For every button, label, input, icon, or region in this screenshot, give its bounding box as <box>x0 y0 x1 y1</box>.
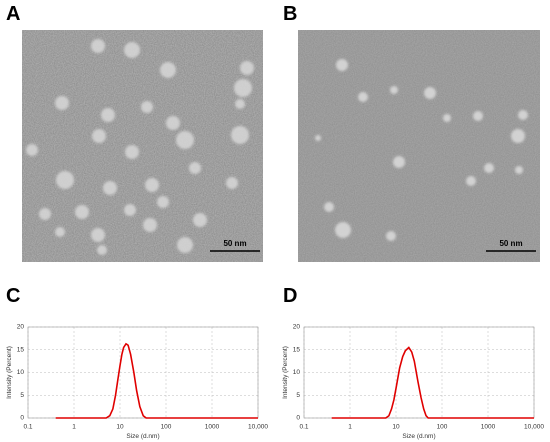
x-tick-label: 100 <box>161 424 172 431</box>
tem-image-a: 50 nm <box>22 30 263 262</box>
y-tick-label: 5 <box>296 392 300 399</box>
x-tick-label: 10 <box>392 424 400 431</box>
data-line <box>331 346 534 419</box>
plot-frame <box>27 326 259 419</box>
x-tick-label: 0.1 <box>23 424 32 431</box>
x-tick-label: 1000 <box>205 424 220 431</box>
y-tick-label: 0 <box>20 415 24 422</box>
x-tick-label: 10 <box>116 424 124 431</box>
x-axis-label: Size (d.nm) <box>402 433 435 440</box>
panel-label: C <box>6 285 20 307</box>
y-axis-label: Intensity (Percent) <box>6 346 13 399</box>
y-tick-label: 20 <box>293 324 301 331</box>
x-tick-label: 0.1 <box>299 424 308 431</box>
tem-image-b: 50 nm <box>298 30 540 262</box>
x-tick-label: 1000 <box>481 424 496 431</box>
x-axis-label: Size (d.nm) <box>126 433 159 440</box>
y-tick-label: 20 <box>17 324 25 331</box>
x-tick-label: 100 <box>437 424 448 431</box>
plot-frame <box>303 326 535 419</box>
y-tick-label: 10 <box>17 369 25 376</box>
y-tick-label: 10 <box>293 369 301 376</box>
y-tick-label: 5 <box>20 392 24 399</box>
y-tick-label: 15 <box>293 346 301 353</box>
panel-label: D <box>283 285 297 307</box>
data-line <box>55 342 258 419</box>
y-axis-label: Intensity (Percent) <box>282 346 289 399</box>
panel-label: A <box>6 3 20 25</box>
scale-bar-label: 50 nm <box>499 239 522 248</box>
x-tick-label: 10,000 <box>524 424 544 431</box>
panel-label: B <box>283 3 297 25</box>
scale-bar-label: 50 nm <box>223 239 246 248</box>
x-tick-label: 1 <box>348 424 352 431</box>
y-tick-label: 0 <box>296 415 300 422</box>
x-tick-label: 1 <box>72 424 76 431</box>
y-tick-label: 15 <box>17 346 25 353</box>
x-tick-label: 10,000 <box>248 424 268 431</box>
